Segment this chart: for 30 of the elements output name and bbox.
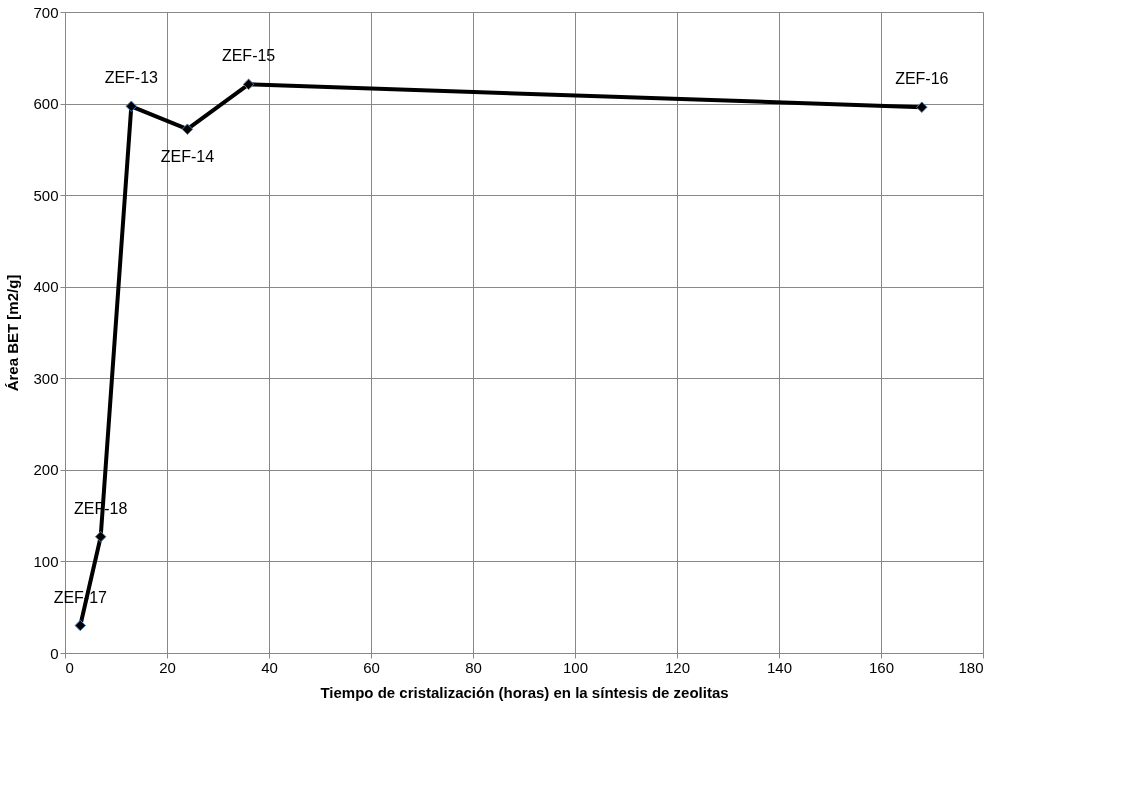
- x-tick-label: 160: [868, 658, 895, 676]
- x-tick-label: 180: [958, 658, 984, 676]
- y-tick-label: 300: [33, 369, 59, 387]
- x-tick-label: 120: [664, 658, 691, 676]
- annotation: ZEF-15: [221, 47, 276, 65]
- x-tick-label: 40: [261, 658, 278, 676]
- x-tick-label: 20: [159, 658, 176, 676]
- point: [125, 100, 138, 113]
- y-tick-label: 0: [50, 644, 59, 662]
- point: [916, 101, 928, 113]
- point: [94, 530, 107, 543]
- x-tick-label: 140: [766, 658, 793, 676]
- x-tick-label: 80: [465, 658, 482, 676]
- y-tick-label: 100: [33, 552, 59, 570]
- y-tick-label: 700: [33, 3, 59, 21]
- y-tick-label: 500: [33, 186, 59, 204]
- y-tick-label: 200: [33, 461, 59, 479]
- annotation: ZEF-13: [104, 69, 159, 87]
- y-tick-label: 400: [33, 278, 59, 296]
- y-axis-title: Área BET [m2/g]: [4, 274, 22, 392]
- x-axis-title: Tiempo de cristalización (horas) en la síntesis de zeolitas: [320, 683, 729, 701]
- point: [74, 619, 87, 632]
- y-tick-label: 600: [33, 95, 59, 113]
- x-tick-label: 60: [363, 658, 380, 676]
- annotation: ZEF-16: [895, 70, 949, 88]
- point: [242, 78, 255, 91]
- annotation: ZEF-14: [160, 148, 215, 166]
- x-tick-label: 0: [65, 658, 74, 676]
- point: [181, 123, 194, 135]
- x-tick-label: 100: [562, 658, 589, 676]
